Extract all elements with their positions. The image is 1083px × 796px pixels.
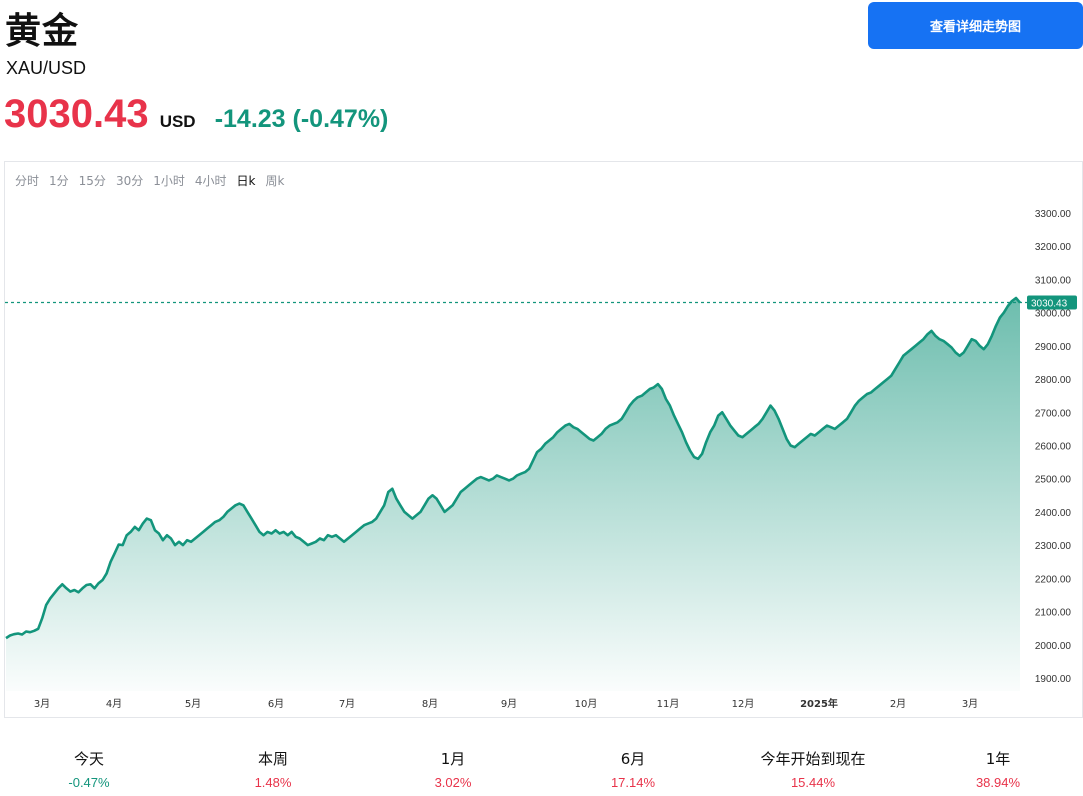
y-tick-label: 2200.00 bbox=[1035, 574, 1072, 585]
y-tick-label: 2600.00 bbox=[1035, 442, 1072, 453]
y-tick-label: 3300.00 bbox=[1035, 209, 1072, 220]
x-tick-label: 8月 bbox=[422, 698, 438, 710]
price-area-fill bbox=[6, 298, 1020, 691]
current-price: 3030.43 bbox=[4, 92, 149, 136]
chart-panel: 1900.00 2000.00 2100.00 2200.00 2300.00 2400.… bbox=[4, 161, 1083, 718]
interval-tab-4[interactable]: 1小时 bbox=[153, 174, 185, 188]
y-tick-label: 2800.00 bbox=[1035, 375, 1072, 386]
x-tick-label: 4月 bbox=[106, 698, 122, 710]
y-tick-label: 2500.00 bbox=[1035, 475, 1072, 486]
y-tick-label: 2400.00 bbox=[1035, 508, 1072, 519]
asset-symbol: XAU/USD bbox=[6, 58, 87, 78]
y-tick-label: 2700.00 bbox=[1035, 408, 1072, 419]
interval-tab-2[interactable]: 15分 bbox=[78, 174, 106, 188]
stat-item: 1月 3.02% bbox=[383, 748, 523, 790]
last-price-tag bbox=[1027, 295, 1077, 310]
stat-item: 今年开始到现在 15.44% bbox=[743, 748, 883, 790]
x-tick-label: 7月 bbox=[339, 698, 355, 710]
interval-tab-5[interactable]: 4小时 bbox=[194, 174, 227, 188]
x-tick-label: 2025年 bbox=[800, 697, 838, 710]
interval-selector: 分时 1分 15分 30分 1小时 4小时 日k 周k bbox=[10, 172, 289, 189]
stat-value: 15.44% bbox=[790, 775, 836, 790]
y-tick-label: 3200.00 bbox=[1035, 242, 1072, 253]
y-tick-label: 2100.00 bbox=[1035, 608, 1072, 619]
y-tick-label: 2900.00 bbox=[1035, 342, 1072, 353]
x-tick-label: 3月 bbox=[962, 698, 978, 710]
last-price-label: 3030.43 bbox=[1031, 299, 1068, 310]
stat-value: -0.47% bbox=[68, 775, 110, 790]
price-line bbox=[5, 296, 1021, 640]
stat-item: 6月 17.14% bbox=[563, 748, 703, 790]
x-tick-label: 11月 bbox=[657, 698, 680, 710]
view-detail-chart-button[interactable]: 查看详细走势图 bbox=[868, 2, 1083, 49]
y-tick-label: 2300.00 bbox=[1035, 541, 1072, 552]
asset-title: 黄金 bbox=[5, 11, 80, 52]
x-tick-label: 5月 bbox=[185, 698, 201, 710]
y-tick-label: 1900.00 bbox=[1035, 674, 1072, 685]
price-chart: 1900.00 2000.00 2100.00 2200.00 2300.00 2400.… bbox=[5, 209, 1077, 710]
y-tick-label: 3000.00 bbox=[1035, 309, 1072, 320]
price-change: -14.23 (-0.47%) bbox=[214, 105, 389, 133]
performance-stats: 今天 -0.47% 本周 1.48% 1月 3.02% 6月 17.14% 今年开始到现在 15.… bbox=[0, 748, 1083, 796]
x-tick-label: 6月 bbox=[268, 698, 284, 710]
stat-value: 1.48% bbox=[254, 775, 292, 790]
currency-label: USD bbox=[159, 112, 196, 131]
x-tick-label: 12月 bbox=[732, 698, 755, 710]
y-tick-label: 2000.00 bbox=[1035, 641, 1072, 652]
stat-label: 6月 bbox=[620, 750, 646, 768]
x-tick-label: 9月 bbox=[501, 698, 517, 710]
x-tick-label: 10月 bbox=[575, 698, 598, 710]
stat-value: 38.94% bbox=[975, 775, 1021, 790]
interval-tab-6[interactable]: 日k bbox=[236, 174, 256, 188]
interval-tab-1[interactable]: 1分 bbox=[49, 174, 69, 188]
stat-value: 17.14% bbox=[610, 775, 656, 790]
interval-tab-7[interactable]: 周k bbox=[265, 174, 285, 188]
stat-item: 本周 1.48% bbox=[203, 748, 343, 790]
stat-label: 1月 bbox=[440, 750, 466, 768]
stat-value: 3.02% bbox=[434, 775, 472, 790]
stat-label: 本周 bbox=[257, 750, 288, 768]
stat-item: 1年 38.94% bbox=[928, 748, 1068, 790]
stat-label: 1年 bbox=[985, 750, 1011, 768]
x-tick-label: 2月 bbox=[890, 698, 906, 710]
stat-label: 今年开始到现在 bbox=[760, 750, 866, 768]
price-row: 3030.43 USD -14.23 (-0.47%) bbox=[4, 92, 388, 142]
x-tick-label: 3月 bbox=[34, 698, 50, 710]
interval-tab-0[interactable]: 分时 bbox=[15, 174, 40, 188]
interval-tab-3[interactable]: 30分 bbox=[115, 174, 144, 188]
stat-label: 今天 bbox=[73, 750, 104, 768]
y-tick-label: 3100.00 bbox=[1035, 275, 1072, 286]
stat-item: 今天 -0.47% bbox=[19, 748, 159, 790]
